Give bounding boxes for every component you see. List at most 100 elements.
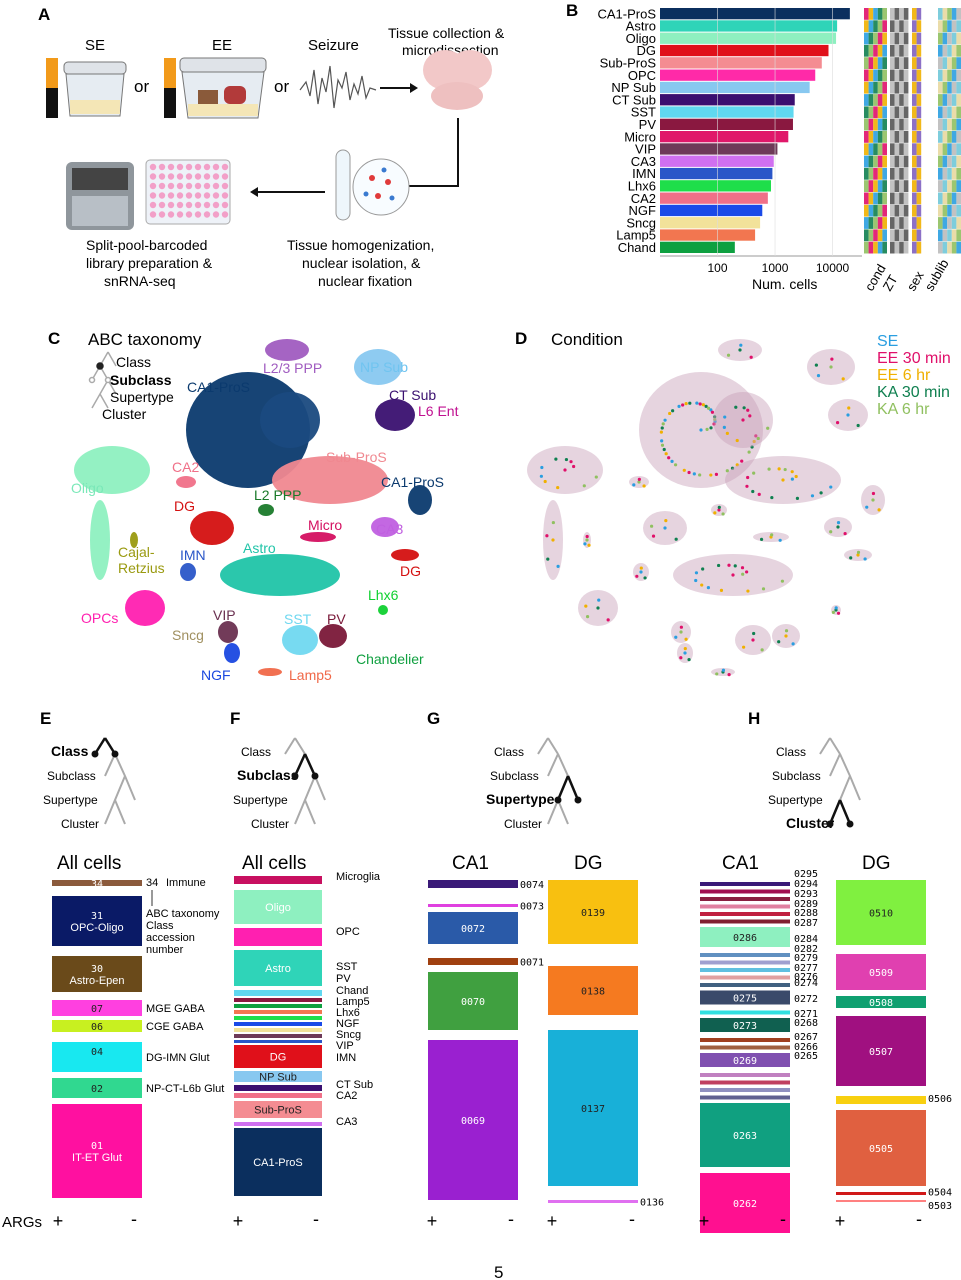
condition-dot <box>539 474 543 478</box>
meta-cell <box>956 106 961 119</box>
cluster-code-side: 0276 <box>794 972 818 983</box>
meta-cell <box>951 131 957 143</box>
condition-dot <box>546 557 550 561</box>
meta-cell <box>903 57 909 69</box>
condition-dot <box>740 566 745 570</box>
plate-well <box>194 182 202 190</box>
plate-well <box>203 201 211 209</box>
meta-cell <box>916 155 922 168</box>
condition-dot <box>717 505 721 509</box>
meta-cell <box>864 167 869 180</box>
plate-well <box>221 173 229 180</box>
ee-label: EE <box>212 37 232 54</box>
meta-cell <box>894 204 900 217</box>
meta-cell <box>912 204 917 217</box>
cluster-lamp5 <box>258 668 282 676</box>
bar-ca3 <box>660 155 774 167</box>
condition-dot <box>757 492 761 497</box>
meta-cell <box>864 217 869 229</box>
subclass-name-side: CA3 <box>336 1116 357 1128</box>
meta-cell <box>873 167 878 180</box>
subclass-label: Sub-ProS <box>326 449 387 465</box>
cluster-block-0510 <box>836 880 926 945</box>
meta-cell <box>938 32 943 45</box>
taxonomy-title: ABC taxonomy <box>88 330 202 349</box>
meta-cell <box>916 241 922 254</box>
bar-micro <box>660 131 789 143</box>
condition-dot <box>778 538 782 542</box>
cluster-code-side: 0271 <box>794 1009 818 1020</box>
condition-dot <box>754 434 758 438</box>
meta-cell <box>912 81 917 94</box>
subclass-label: L2/3 PPP <box>263 360 322 376</box>
meta-cell <box>899 229 904 242</box>
legend-item: EE 30 min <box>877 350 951 367</box>
subclass-name-side: CT Sub <box>336 1079 373 1091</box>
condition-dot <box>583 542 587 546</box>
class-block-01 <box>52 1104 142 1198</box>
subclass-block <box>234 950 322 986</box>
meta-cell <box>868 180 874 192</box>
condition-dot <box>831 610 835 614</box>
subclass-block <box>234 1122 322 1126</box>
meta-cell <box>877 69 883 82</box>
condition-dot <box>705 427 709 431</box>
tree-node <box>291 772 299 780</box>
condition-dot <box>556 485 560 490</box>
plate-well <box>185 173 193 180</box>
meta-cell <box>882 94 887 106</box>
meta-cell <box>882 180 887 192</box>
cluster-block-0289 <box>700 904 790 909</box>
supertype-alluvial: 0074 0073 0072 0071 0070 0069 0139 0138 0137 0136 <box>428 880 664 1209</box>
condition-dot <box>687 470 691 475</box>
condition-dot <box>717 508 721 512</box>
meta-cell <box>877 217 883 229</box>
subclass-name-inside: Sub-ProS <box>254 1105 302 1117</box>
all-cells-title-f: All cells <box>242 853 306 874</box>
subclass-label: NGF <box>201 667 231 683</box>
condition-dot <box>706 406 711 410</box>
meta-cell <box>899 44 904 57</box>
meta-cell <box>899 131 904 143</box>
condition-dot <box>830 357 834 361</box>
tree-cluster-icon: Class Subclass Supertype Cluster <box>768 737 861 831</box>
meta-cell <box>956 69 961 82</box>
meta-cell <box>868 241 874 254</box>
cluster-code-side: 0268 <box>794 1018 818 1029</box>
subclass-name-side: Microglia <box>336 871 381 883</box>
meta-cell <box>868 81 874 94</box>
condition-dot <box>710 410 715 414</box>
condition-title: Condition <box>551 330 623 349</box>
meta-cell <box>882 118 887 131</box>
meta-cell <box>864 192 869 205</box>
supertype-code: 0137 <box>581 1104 605 1115</box>
plate-well <box>176 192 184 199</box>
plate-well <box>149 211 157 218</box>
meta-cell <box>947 20 952 33</box>
plate-well <box>149 182 157 190</box>
condition-dot <box>814 363 818 367</box>
meta-cell <box>947 180 952 192</box>
condition-dot <box>698 473 702 477</box>
meta-cell <box>912 217 917 229</box>
supertype-code: 0073 <box>520 902 544 913</box>
panel-f-letter: F <box>230 709 240 728</box>
meta-cell <box>894 94 900 106</box>
condition-dot <box>761 587 766 591</box>
subclass-label: L2 PPP <box>254 487 301 503</box>
cluster-block-0275 <box>700 990 790 1005</box>
meta-cell <box>890 94 895 106</box>
cluster-code-side: 0293 <box>794 889 818 900</box>
meta-cell <box>916 143 922 156</box>
meta-cell <box>890 20 895 33</box>
meta-cell <box>951 204 957 217</box>
meta-cell <box>916 106 922 119</box>
meta-cell <box>877 20 883 33</box>
cluster-code: 0509 <box>869 968 893 979</box>
plate-well <box>221 163 229 171</box>
meta-cell <box>912 192 917 205</box>
condition-dot <box>780 579 785 583</box>
plate-well <box>149 201 157 209</box>
